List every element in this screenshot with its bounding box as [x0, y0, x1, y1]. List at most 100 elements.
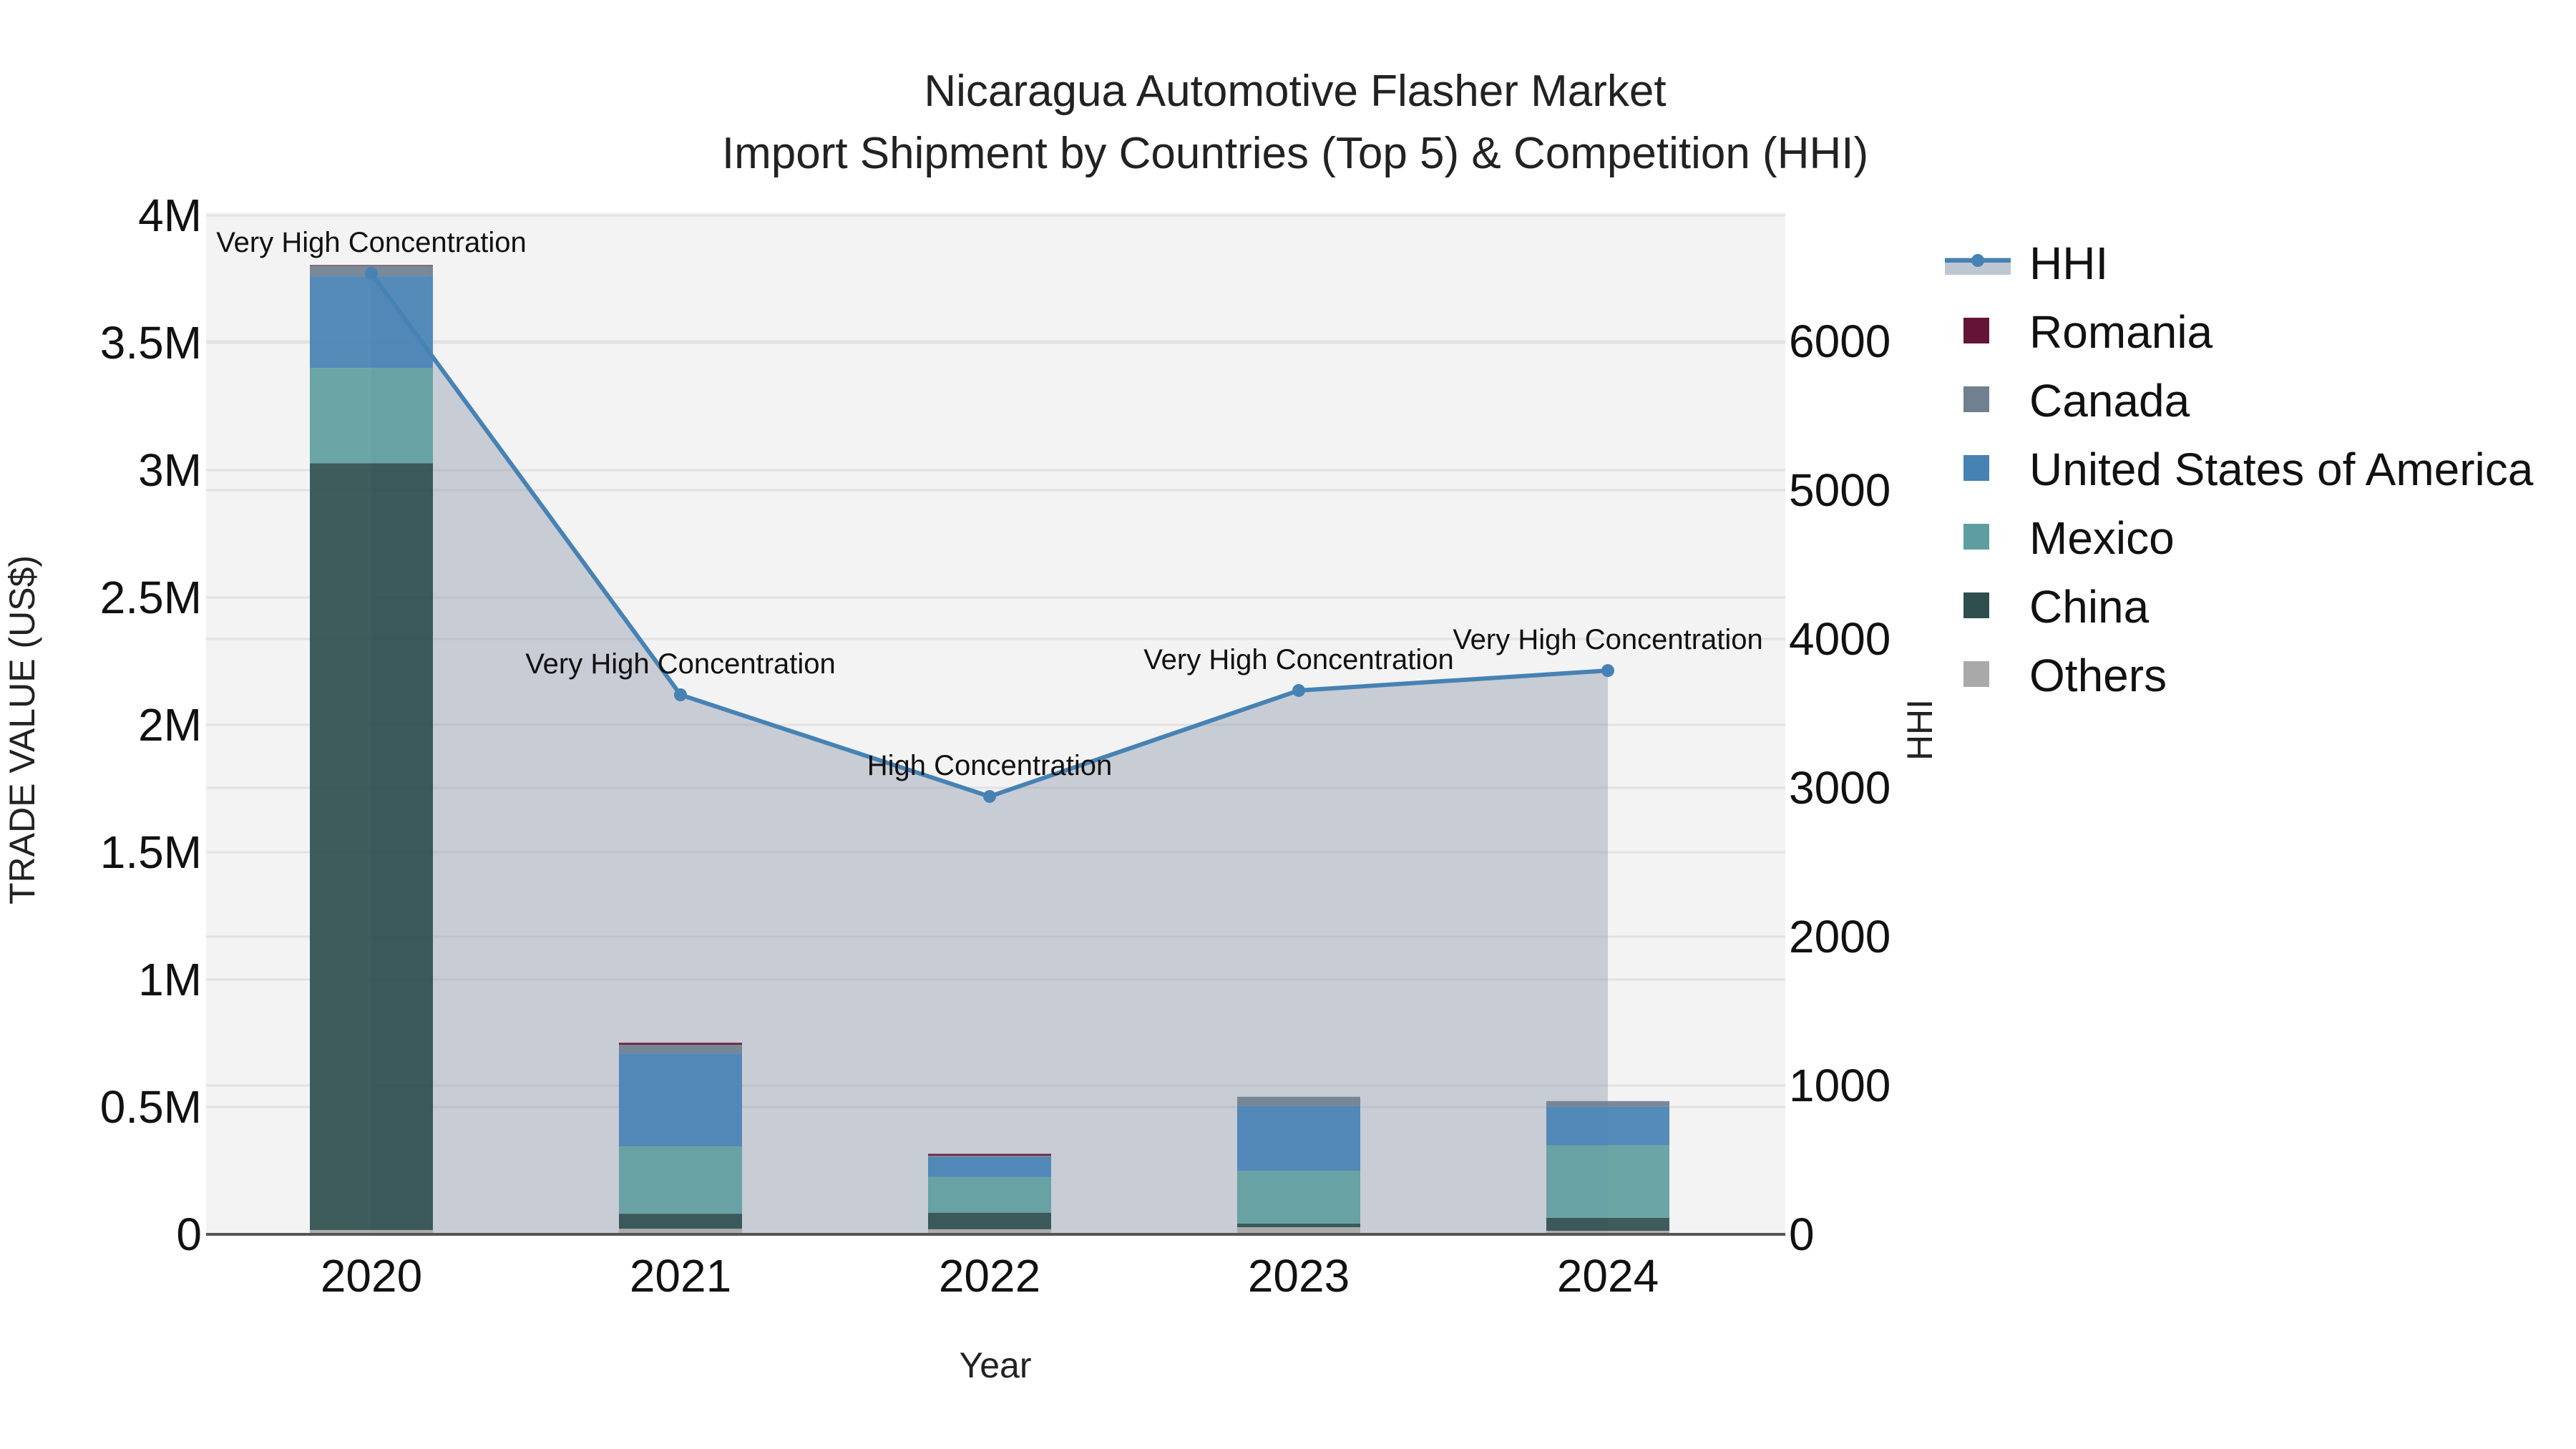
- bar-segment-mexico[interactable]: [619, 1146, 742, 1214]
- bar-segment-mexico[interactable]: [1546, 1145, 1669, 1218]
- legend-item-hhi[interactable]: HHI: [1945, 238, 2108, 289]
- y-tick-label: 0: [176, 1209, 202, 1260]
- hhi-annotation: Very High Concentration: [216, 227, 527, 258]
- legend-label: Mexico: [2029, 512, 2175, 564]
- y-tick-label: 1.5M: [100, 826, 202, 878]
- bar-stack-2024[interactable]: [1546, 1101, 1669, 1234]
- y-tick-label: 3M: [138, 444, 202, 496]
- legend-item-canada[interactable]: Canada: [1963, 375, 2190, 426]
- legend-item-united-states-of-america[interactable]: United States of America: [1963, 444, 2534, 495]
- legend-swatch-icon: [1963, 386, 1989, 412]
- legend-label: Others: [2029, 650, 2167, 701]
- y2-tick-label: 4000: [1789, 613, 1890, 665]
- bar-segment-canada[interactable]: [928, 1155, 1051, 1157]
- bar-segment-united-states-of-america[interactable]: [1546, 1106, 1669, 1146]
- legend-item-mexico[interactable]: Mexico: [1963, 512, 2175, 564]
- hhi-marker[interactable]: [365, 266, 378, 280]
- x-tick-label: 2022: [939, 1250, 1040, 1302]
- legend-label: United States of America: [2029, 444, 2534, 495]
- hhi-marker[interactable]: [674, 688, 687, 701]
- bar-segment-mexico[interactable]: [928, 1176, 1051, 1213]
- chart-subtitle: Import Shipment by Countries (Top 5) & C…: [722, 129, 1868, 178]
- y2-tick-label: 5000: [1789, 464, 1890, 516]
- y-axis-title: TRADE VALUE (US$): [2, 555, 42, 904]
- bar-segment-others[interactable]: [310, 1229, 433, 1234]
- bar-stack-2021[interactable]: [619, 1043, 742, 1234]
- legend-marker-icon: [1971, 254, 1984, 267]
- bar-segment-united-states-of-america[interactable]: [1237, 1106, 1360, 1171]
- bar-stack-2022[interactable]: [928, 1153, 1051, 1234]
- plot-area: [206, 213, 1785, 1234]
- hhi-line: [365, 266, 1614, 804]
- y-tick-label: 4M: [138, 190, 202, 241]
- x-tick-label: 2024: [1557, 1250, 1659, 1302]
- y-tick-label: 1M: [138, 954, 202, 1005]
- bar-segment-china[interactable]: [619, 1214, 742, 1229]
- legend-item-others[interactable]: Others: [1963, 650, 2167, 701]
- hhi-annotation: Very High Concentration: [1143, 644, 1454, 675]
- y2-tick-label: 0: [1789, 1209, 1815, 1260]
- legend-label: HHI: [2029, 238, 2108, 289]
- bar-segment-china[interactable]: [310, 463, 433, 1230]
- bar-segment-united-states-of-america[interactable]: [619, 1053, 742, 1147]
- legend-swatch-icon: [1963, 592, 1989, 618]
- bar-segment-romania[interactable]: [619, 1043, 742, 1045]
- legend-swatch-icon: [1963, 661, 1989, 687]
- y2-axis-title: HHI: [1900, 699, 1940, 761]
- y2-tick-label: 2000: [1789, 911, 1890, 962]
- bar-segment-china[interactable]: [928, 1212, 1051, 1229]
- y2-tick-label: 1000: [1789, 1060, 1890, 1111]
- bar-segment-united-states-of-america[interactable]: [310, 276, 433, 369]
- legend-swatch-icon: [1963, 524, 1989, 550]
- legend-swatch-icon: [1963, 318, 1989, 343]
- legend-label: China: [2029, 581, 2150, 633]
- legend: HHI Romania Canada United States of America…: [1945, 238, 2534, 701]
- bar-stack-2020[interactable]: [310, 265, 433, 1234]
- hhi-marker[interactable]: [983, 790, 996, 804]
- legend-label: Romania: [2029, 306, 2213, 358]
- bar-segment-romania[interactable]: [928, 1153, 1051, 1156]
- bar-segment-mexico[interactable]: [1237, 1171, 1360, 1224]
- x-axis-title: Year: [959, 1345, 1031, 1385]
- hhi-annotation: Very High Concentration: [1453, 624, 1763, 655]
- x-tick-label: 2023: [1248, 1250, 1350, 1302]
- chart-title: Nicaragua Automotive Flasher Market: [924, 67, 1666, 116]
- legend-label: Canada: [2029, 375, 2190, 426]
- legend-swatch-icon: [1963, 455, 1989, 481]
- bar-segment-canada[interactable]: [1237, 1096, 1360, 1106]
- hhi-annotation: High Concentration: [867, 750, 1112, 781]
- hhi-marker[interactable]: [1601, 664, 1614, 678]
- bar-segment-china[interactable]: [1237, 1224, 1360, 1228]
- y-tick-label: 3.5M: [100, 317, 202, 369]
- y2-tick-label: 3000: [1789, 762, 1890, 814]
- hhi-annotation: Very High Concentration: [525, 648, 836, 680]
- y-tick-label: 2.5M: [100, 572, 202, 623]
- bar-segment-others[interactable]: [1237, 1227, 1360, 1234]
- bar-segment-china[interactable]: [1546, 1217, 1669, 1231]
- hhi-area-fill: [371, 273, 1608, 1235]
- bar-segment-others[interactable]: [619, 1229, 742, 1234]
- bar-stack-2023[interactable]: [1237, 1096, 1360, 1234]
- stacked-bars: [310, 265, 1669, 1234]
- hhi-area: [371, 273, 1608, 1235]
- bar-segment-canada[interactable]: [619, 1045, 742, 1054]
- bar-segment-others[interactable]: [928, 1229, 1051, 1234]
- bar-segment-united-states-of-america[interactable]: [928, 1156, 1051, 1177]
- y-tick-label: 0.5M: [100, 1081, 202, 1133]
- y2-tick-label: 6000: [1789, 316, 1890, 367]
- bar-segment-canada[interactable]: [1546, 1101, 1669, 1107]
- y-axis-right-ticks: 0 1000 2000 3000 4000 5000 6000: [1789, 316, 1890, 1260]
- bar-segment-mexico[interactable]: [310, 368, 433, 464]
- x-axis-ticks: 2020 2021 2022 2023 2024: [321, 1250, 1659, 1302]
- hhi-marker[interactable]: [1292, 683, 1305, 697]
- x-tick-label: 2020: [321, 1250, 422, 1302]
- y-axis-left-ticks: 0 0.5M 1M 1.5M 2M 2.5M 3M 3.5M 4M: [100, 190, 202, 1260]
- gridlines: [206, 214, 1785, 1108]
- y-tick-label: 2M: [138, 699, 202, 751]
- legend-item-china[interactable]: China: [1963, 581, 2150, 633]
- x-tick-label: 2021: [630, 1250, 731, 1302]
- bar-segment-others[interactable]: [1546, 1231, 1669, 1234]
- legend-item-romania[interactable]: Romania: [1963, 306, 2213, 358]
